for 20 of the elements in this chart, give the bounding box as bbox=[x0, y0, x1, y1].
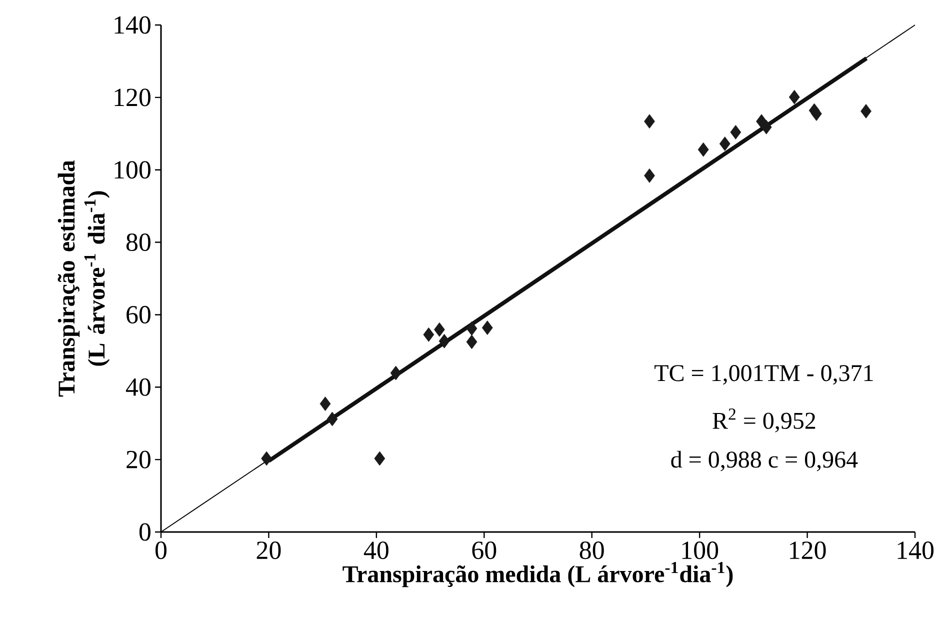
y-tick-label: 20 bbox=[126, 450, 150, 468]
y-tick-label: 0 bbox=[139, 523, 150, 541]
y-tick-label: 40 bbox=[126, 378, 150, 396]
annotation: R$^{2}$ = 0,952 bbox=[712, 408, 816, 432]
annotation: TC = 1,001TM - 0,371 bbox=[654, 365, 873, 385]
y-tick-label: 80 bbox=[126, 234, 150, 252]
x-tick-label: 20 bbox=[256, 542, 281, 560]
annotation: d = 0,988 c = 0,964 bbox=[671, 450, 858, 472]
y-tick-label: 60 bbox=[126, 306, 150, 324]
x-tick-label: 100 bbox=[682, 542, 718, 560]
x-tick-label: 0 bbox=[155, 542, 167, 560]
x-tick-label: 140 bbox=[898, 542, 934, 560]
y-tick-label: 140 bbox=[114, 16, 150, 34]
y-tick-label: 120 bbox=[114, 88, 150, 106]
x-tick-label: 120 bbox=[790, 542, 826, 560]
x-axis-title: Transpiração medida (L árvore$^{-1}$dia$^{-1}$) bbox=[342, 562, 733, 588]
x-tick-label: 40 bbox=[364, 542, 388, 560]
y-tick-label: 100 bbox=[114, 161, 150, 179]
x-tick-label: 80 bbox=[580, 542, 604, 560]
x-tick-label: 60 bbox=[472, 542, 496, 560]
